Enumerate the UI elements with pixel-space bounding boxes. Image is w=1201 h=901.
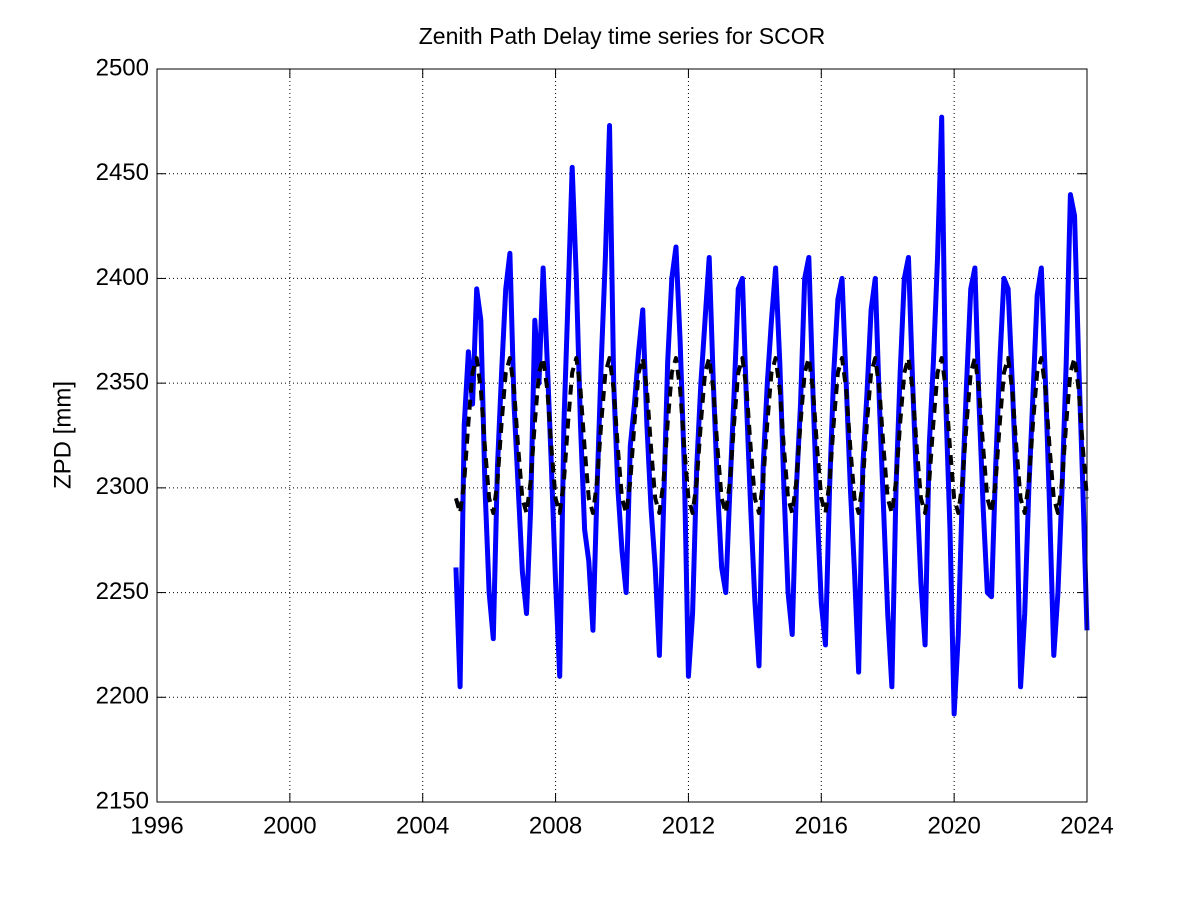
y-tick-label: 2500 bbox=[96, 54, 149, 81]
x-tick-label: 2012 bbox=[662, 812, 715, 839]
series-line bbox=[454, 356, 1089, 515]
y-tick-label: 2250 bbox=[96, 578, 149, 605]
y-tick-label: 2350 bbox=[96, 368, 149, 395]
y-tick-label: 2200 bbox=[96, 683, 149, 710]
x-tick-label: 2004 bbox=[396, 812, 449, 839]
x-tick-label: 2024 bbox=[1060, 812, 1113, 839]
x-tick-label: 2020 bbox=[927, 812, 980, 839]
x-tick-label: 2000 bbox=[263, 812, 316, 839]
x-tick-label: 2008 bbox=[529, 812, 582, 839]
plot-frame bbox=[156, 68, 1088, 803]
x-tick-label: 1996 bbox=[130, 812, 183, 839]
series-line bbox=[453, 114, 1090, 717]
y-axis-label: ZPD [mm] bbox=[49, 381, 76, 489]
y-tick-label: 2300 bbox=[96, 473, 149, 500]
chart-title: Zenith Path Delay time series for SCOR bbox=[419, 23, 825, 49]
y-tick-label: 2400 bbox=[96, 264, 149, 291]
y-tick-label: 2450 bbox=[96, 159, 149, 186]
y-tick-label: 2150 bbox=[96, 787, 149, 814]
x-tick-label: 2016 bbox=[795, 812, 848, 839]
